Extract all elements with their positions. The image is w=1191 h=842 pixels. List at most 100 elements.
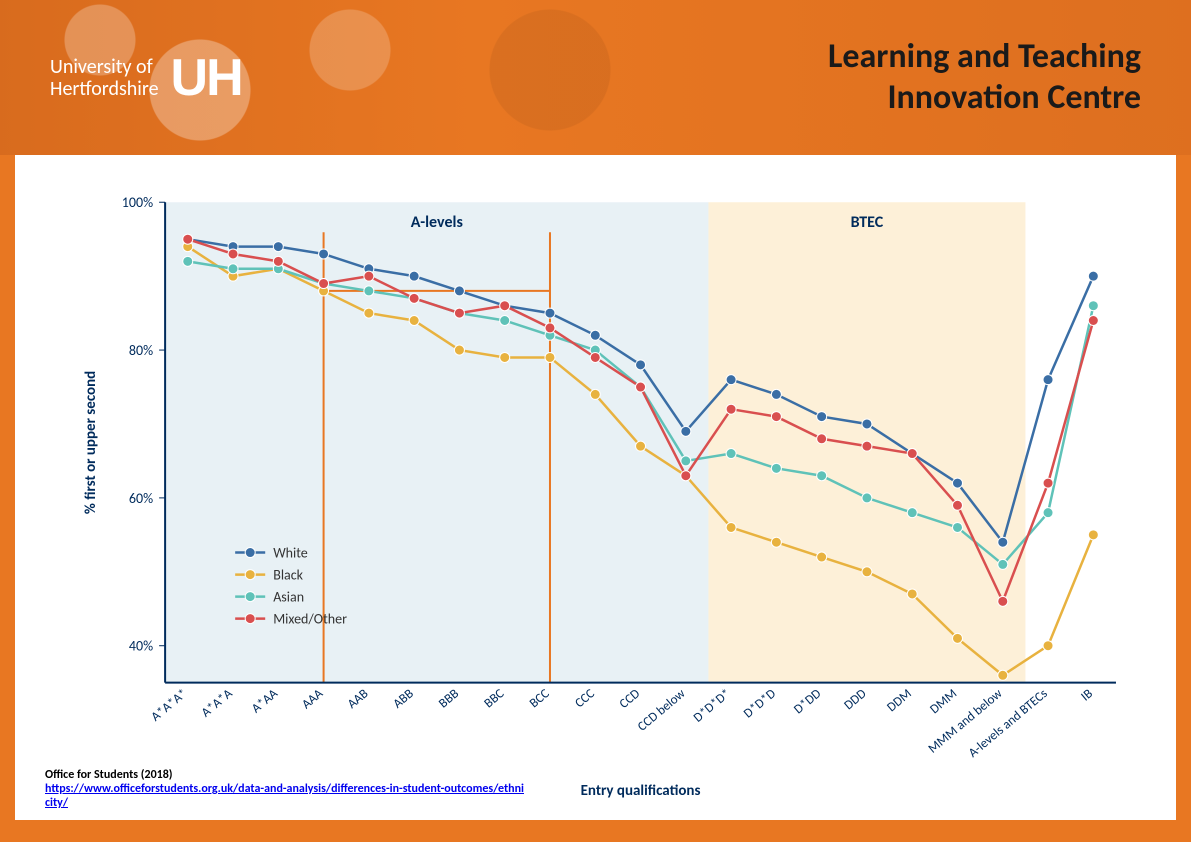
legend-label: Asian: [273, 589, 304, 606]
x-tick-label: AAB: [345, 686, 372, 712]
x-tick-label: BBB: [436, 686, 462, 711]
legend-label: Black: [273, 567, 303, 584]
series-marker: [771, 389, 781, 399]
university-line2: Hertfordshire: [50, 77, 159, 101]
x-tick-label: D*D*D: [741, 686, 779, 721]
x-tick-label: A*A*A*: [149, 686, 191, 724]
series-marker: [998, 537, 1008, 547]
x-tick-label: DDD: [841, 686, 869, 713]
series-marker: [409, 271, 419, 281]
series-marker: [817, 434, 827, 444]
uh-monogram: UH: [171, 48, 242, 108]
y-tick-label: 100%: [122, 194, 153, 211]
series-marker: [862, 419, 872, 429]
x-tick-label: D*D*D*: [691, 686, 734, 725]
series-marker: [500, 352, 510, 362]
series-marker: [817, 471, 827, 481]
series-marker: [726, 404, 736, 414]
series-marker: [726, 522, 736, 532]
series-marker: [1088, 530, 1098, 540]
centre-title: Learning and Teaching Innovation Centre: [828, 37, 1141, 119]
series-marker: [1043, 375, 1053, 385]
x-tick-label: CCD below: [635, 686, 689, 735]
series-marker: [183, 234, 193, 244]
series-marker: [952, 500, 962, 510]
x-tick-label: DDM: [884, 686, 914, 715]
legend-label: Mixed/Other: [273, 611, 347, 628]
x-tick-label: BBC: [481, 686, 507, 711]
series-marker: [952, 633, 962, 643]
series-marker: [681, 456, 691, 466]
x-tick-label: A-levels and BTECs: [966, 686, 1051, 761]
series-marker: [454, 286, 464, 296]
series-marker: [1043, 641, 1053, 651]
series-marker: [590, 330, 600, 340]
y-tick-label: 60%: [129, 490, 153, 507]
citation-source: Office for Students (2018): [45, 768, 173, 782]
series-marker: [862, 567, 872, 577]
citation: Office for Students (2018) https://www.o…: [45, 768, 525, 810]
series-marker: [1088, 271, 1098, 281]
series-marker: [545, 323, 555, 333]
x-tick-label: CCC: [572, 686, 598, 711]
line-chart: A-levelsBTEC40%60%80%100%A*A*A*A*A*AA*AA…: [45, 175, 1146, 810]
series-marker: [409, 315, 419, 325]
series-marker: [228, 264, 238, 274]
x-tick-label: IB: [1078, 686, 1096, 704]
series-marker: [273, 256, 283, 266]
x-tick-label: BCC: [527, 686, 553, 711]
series-marker: [545, 308, 555, 318]
series-marker: [228, 249, 238, 259]
university-line1: University of: [50, 55, 153, 79]
series-marker: [862, 441, 872, 451]
series-marker: [545, 352, 555, 362]
series-marker: [681, 471, 691, 481]
series-marker: [681, 426, 691, 436]
x-tick-label: CCD: [617, 686, 643, 712]
x-tick-label: D*DD: [791, 686, 824, 717]
series-marker: [500, 315, 510, 325]
series-marker: [771, 463, 781, 473]
series-marker: [1043, 508, 1053, 518]
series-marker: [998, 559, 1008, 569]
series-marker: [636, 441, 646, 451]
series-marker: [364, 286, 374, 296]
slide-content: A-levelsBTEC40%60%80%100%A*A*A*A*A*AA*AA…: [15, 155, 1176, 820]
series-marker: [907, 508, 917, 518]
series-marker: [364, 308, 374, 318]
series-marker: [726, 375, 736, 385]
y-tick-label: 80%: [129, 342, 153, 359]
series-marker: [998, 670, 1008, 680]
series-marker: [319, 249, 329, 259]
series-marker: [590, 389, 600, 399]
series-marker: [952, 478, 962, 488]
x-tick-label: AAA: [299, 686, 326, 712]
series-marker: [636, 360, 646, 370]
series-marker: [817, 552, 827, 562]
y-axis-label: % first or upper second: [82, 371, 100, 514]
series-marker: [500, 301, 510, 311]
series-marker: [364, 271, 374, 281]
series-marker: [862, 493, 872, 503]
region-label: A-levels: [411, 213, 463, 232]
x-tick-label: A*A*A: [199, 686, 236, 721]
x-tick-label: ABB: [390, 686, 416, 711]
university-name: University of Hertfordshire: [50, 56, 159, 100]
series-marker: [907, 589, 917, 599]
series-marker: [1088, 315, 1098, 325]
slide-header: University of Hertfordshire UH Learning …: [0, 0, 1191, 155]
x-tick-label: A*AA: [249, 686, 281, 716]
series-marker: [1088, 301, 1098, 311]
centre-line2: Innovation Centre: [887, 77, 1141, 118]
series-marker: [817, 412, 827, 422]
university-logo: University of Hertfordshire UH: [50, 48, 242, 108]
citation-link[interactable]: https://www.officeforstudents.org.uk/dat…: [45, 782, 524, 810]
series-marker: [1043, 478, 1053, 488]
series-marker: [771, 412, 781, 422]
x-tick-label: DMM: [927, 686, 960, 717]
chart-container: A-levelsBTEC40%60%80%100%A*A*A*A*A*AA*AA…: [45, 175, 1146, 810]
series-marker: [771, 537, 781, 547]
x-axis-label: Entry qualifications: [581, 782, 701, 800]
series-marker: [454, 345, 464, 355]
series-marker: [952, 522, 962, 532]
